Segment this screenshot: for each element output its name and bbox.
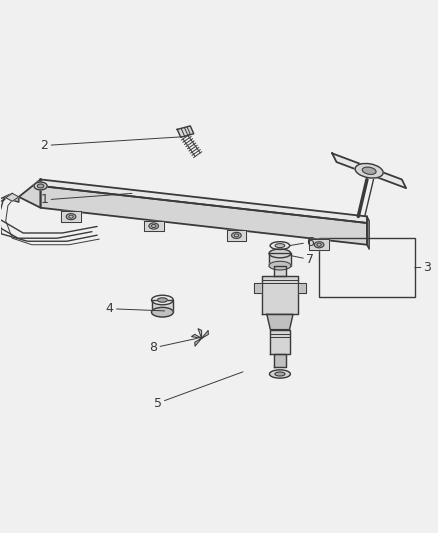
Polygon shape bbox=[191, 334, 201, 338]
Ellipse shape bbox=[269, 370, 290, 378]
Polygon shape bbox=[367, 216, 369, 249]
Ellipse shape bbox=[269, 249, 291, 258]
Polygon shape bbox=[267, 314, 293, 329]
Polygon shape bbox=[195, 338, 201, 346]
Ellipse shape bbox=[275, 372, 285, 376]
Text: 5: 5 bbox=[154, 372, 243, 410]
Polygon shape bbox=[274, 353, 286, 367]
Ellipse shape bbox=[158, 298, 167, 302]
Polygon shape bbox=[6, 193, 19, 201]
Text: 2: 2 bbox=[41, 137, 182, 152]
Bar bbox=[319, 238, 415, 297]
Polygon shape bbox=[254, 283, 261, 293]
Polygon shape bbox=[10, 197, 19, 202]
Text: 7: 7 bbox=[291, 253, 314, 266]
Polygon shape bbox=[309, 239, 329, 250]
Ellipse shape bbox=[232, 232, 241, 238]
Ellipse shape bbox=[152, 224, 156, 228]
Polygon shape bbox=[274, 265, 286, 276]
Ellipse shape bbox=[152, 308, 173, 317]
Polygon shape bbox=[177, 126, 194, 137]
Ellipse shape bbox=[355, 164, 383, 178]
Text: 4: 4 bbox=[106, 302, 165, 315]
Ellipse shape bbox=[152, 295, 173, 305]
Polygon shape bbox=[152, 300, 173, 312]
Ellipse shape bbox=[66, 214, 76, 220]
Ellipse shape bbox=[275, 244, 285, 247]
Ellipse shape bbox=[234, 234, 239, 237]
Ellipse shape bbox=[149, 223, 159, 229]
Text: 3: 3 bbox=[415, 261, 431, 274]
Text: 6: 6 bbox=[290, 236, 314, 248]
Polygon shape bbox=[332, 154, 406, 188]
Polygon shape bbox=[61, 211, 81, 222]
Ellipse shape bbox=[69, 215, 73, 218]
Text: 1: 1 bbox=[41, 193, 132, 206]
Ellipse shape bbox=[362, 167, 376, 174]
Ellipse shape bbox=[34, 182, 47, 190]
Ellipse shape bbox=[314, 241, 324, 248]
Polygon shape bbox=[144, 221, 163, 231]
Polygon shape bbox=[270, 329, 290, 353]
Polygon shape bbox=[201, 330, 208, 338]
Ellipse shape bbox=[269, 261, 291, 270]
Polygon shape bbox=[298, 283, 306, 293]
Ellipse shape bbox=[317, 243, 321, 246]
Polygon shape bbox=[269, 254, 291, 265]
Polygon shape bbox=[41, 186, 367, 245]
Polygon shape bbox=[41, 180, 367, 223]
Text: 8: 8 bbox=[149, 338, 197, 354]
Polygon shape bbox=[19, 180, 41, 208]
Polygon shape bbox=[226, 230, 246, 241]
Ellipse shape bbox=[270, 241, 290, 249]
Ellipse shape bbox=[37, 184, 44, 188]
Polygon shape bbox=[198, 329, 201, 338]
Polygon shape bbox=[261, 276, 298, 314]
